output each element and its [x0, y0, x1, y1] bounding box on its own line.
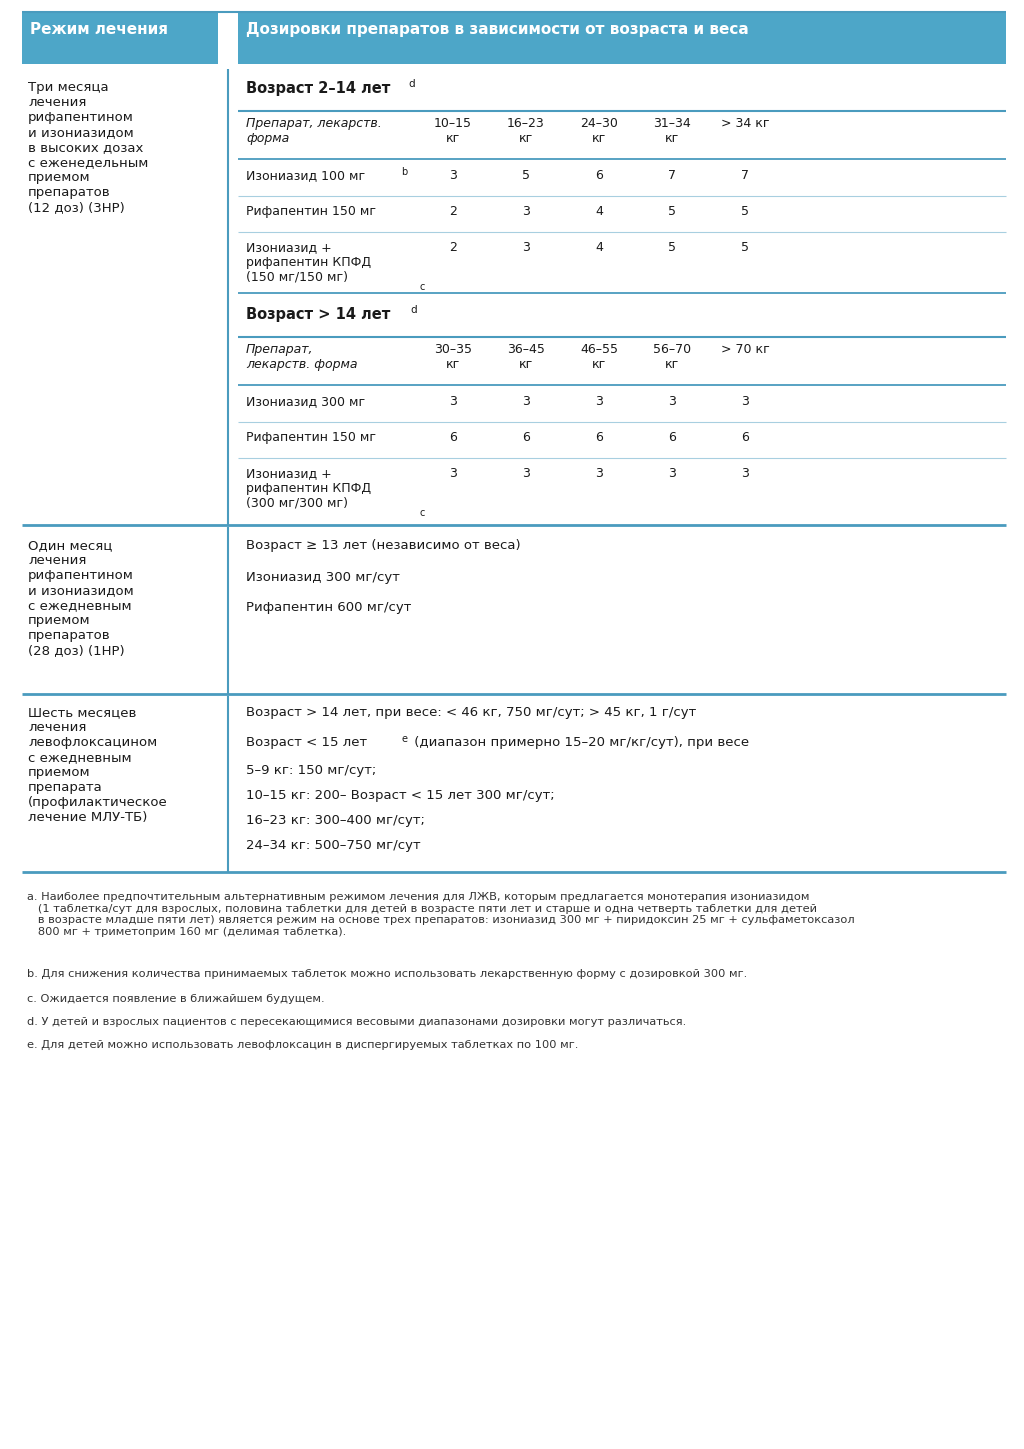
Text: e. Для детей можно использовать левофлоксацин в диспергируемых таблетках по 100 : e. Для детей можно использовать левофлок… [27, 1040, 579, 1051]
Text: 46–55
кг: 46–55 кг [580, 343, 618, 371]
Text: > 34 кг: > 34 кг [721, 117, 769, 130]
Text: 56–70
кг: 56–70 кг [653, 343, 691, 371]
Text: 16–23
кг: 16–23 кг [507, 117, 545, 145]
Text: 5: 5 [741, 241, 749, 254]
Text: 30–35
кг: 30–35 кг [434, 343, 472, 371]
Text: 4: 4 [595, 241, 603, 254]
Text: Изониазид +
рифапентин КПФД
(150 мг/150 мг): Изониазид + рифапентин КПФД (150 мг/150 … [246, 241, 371, 284]
Text: d. У детей и взрослых пациентов с пересекающимися весовыми диапазонами дозировки: d. У детей и взрослых пациентов с пересе… [27, 1017, 686, 1027]
Text: Препарат,
лекарств. форма: Препарат, лекарств. форма [246, 343, 357, 371]
Text: 3: 3 [450, 467, 457, 480]
Bar [22, 12, 218, 64]
Text: Препарат, лекарств.
форма: Препарат, лекарств. форма [246, 117, 382, 145]
Text: Возраст 2–14 лет: Возраст 2–14 лет [246, 81, 390, 96]
Text: Изониазид 100 мг: Изониазид 100 мг [246, 170, 366, 183]
Text: Рифапентин 150 мг: Рифапентин 150 мг [246, 204, 376, 217]
Text: Возраст ≥ 13 лет (независимо от веса): Возраст ≥ 13 лет (независимо от веса) [246, 539, 520, 552]
Text: 5–9 кг: 150 мг/сут;: 5–9 кг: 150 мг/сут; [246, 764, 376, 777]
Text: 6: 6 [450, 430, 457, 443]
Text: 3: 3 [741, 396, 749, 409]
Text: 4: 4 [595, 204, 603, 217]
Text: 10–15 кг: 200– Возраст < 15 лет 300 мг/сут;: 10–15 кг: 200– Возраст < 15 лет 300 мг/с… [246, 790, 555, 801]
Text: Изониазид 300 мг: Изониазид 300 мг [246, 396, 366, 409]
Text: 5: 5 [522, 170, 530, 183]
Text: 3: 3 [522, 467, 530, 480]
Text: 6: 6 [668, 430, 676, 443]
Text: 10–15
кг: 10–15 кг [434, 117, 472, 145]
Text: Рифапентин 600 мг/сут: Рифапентин 600 мг/сут [246, 601, 412, 614]
Text: 3: 3 [668, 467, 676, 480]
Text: 3: 3 [668, 396, 676, 409]
Text: Шесть месяцев
лечения
левофлоксацином
с ежедневным
приемом
препарата
(профилакти: Шесть месяцев лечения левофлоксацином с … [28, 706, 168, 824]
Text: 3: 3 [595, 396, 603, 409]
Text: 3: 3 [450, 170, 457, 183]
Text: e: e [402, 735, 408, 743]
Text: 3: 3 [741, 467, 749, 480]
Text: Три месяца
лечения
рифапентином
и изониазидом
в высоких дозах
с еженедельным
при: Три месяца лечения рифапентином и изониа… [28, 81, 148, 214]
Text: Рифапентин 150 мг: Рифапентин 150 мг [246, 430, 376, 443]
Text: 7: 7 [741, 170, 749, 183]
Text: > 70 кг: > 70 кг [721, 343, 769, 356]
Bar [238, 12, 1006, 64]
Text: 16–23 кг: 300–400 мг/сут;: 16–23 кг: 300–400 мг/сут; [246, 814, 425, 827]
Text: c. Ожидается появление в ближайшем будущем.: c. Ожидается появление в ближайшем будущ… [27, 994, 325, 1004]
Text: Возраст < 15 лет: Возраст < 15 лет [246, 736, 368, 749]
Text: Один месяц
лечения
рифапентином
и изониазидом
с ежедневным
приемом
препаратов
(2: Один месяц лечения рифапентином и изониа… [28, 539, 134, 656]
Text: 7: 7 [668, 170, 676, 183]
Text: d: d [408, 80, 415, 88]
Text: a. Наиболее предпочтительным альтернативным режимом лечения для ЛЖВ, которым пре: a. Наиболее предпочтительным альтернатив… [27, 893, 855, 938]
Text: Изониазид +
рифапентин КПФД
(300 мг/300 мг): Изониазид + рифапентин КПФД (300 мг/300 … [246, 467, 371, 510]
Text: 3: 3 [450, 396, 457, 409]
Text: b. Для снижения количества принимаемых таблеток можно использовать лекарственную: b. Для снижения количества принимаемых т… [27, 969, 748, 980]
Text: 3: 3 [522, 396, 530, 409]
Text: 3: 3 [522, 204, 530, 217]
Text: 2: 2 [450, 204, 457, 217]
Text: b: b [401, 167, 408, 177]
Text: 3: 3 [522, 241, 530, 254]
Text: 24–34 кг: 500–750 мг/сут: 24–34 кг: 500–750 мг/сут [246, 839, 421, 852]
Text: Возраст > 14 лет, при весе: < 46 кг, 750 мг/сут; > 45 кг, 1 г/сут: Возраст > 14 лет, при весе: < 46 кг, 750… [246, 706, 696, 719]
Text: 2: 2 [450, 241, 457, 254]
Text: 5: 5 [668, 241, 676, 254]
Text: 5: 5 [741, 204, 749, 217]
Text: (диапазон примерно 15–20 мг/кг/сут), при весе: (диапазон примерно 15–20 мг/кг/сут), при… [410, 736, 750, 749]
Text: 31–34
кг: 31–34 кг [653, 117, 691, 145]
Text: c: c [420, 509, 425, 517]
Text: 36–45
кг: 36–45 кг [507, 343, 545, 371]
Text: 3: 3 [595, 467, 603, 480]
Text: d: d [410, 304, 417, 314]
Text: Изониазид 300 мг/сут: Изониазид 300 мг/сут [246, 571, 400, 584]
Text: 6: 6 [741, 430, 749, 443]
Text: 5: 5 [668, 204, 676, 217]
Text: 24–30
кг: 24–30 кг [580, 117, 617, 145]
Text: Возраст > 14 лет: Возраст > 14 лет [246, 307, 390, 322]
Text: Режим лечения: Режим лечения [30, 22, 168, 38]
Text: 6: 6 [595, 170, 603, 183]
Text: 6: 6 [595, 430, 603, 443]
Text: c: c [420, 283, 425, 293]
Text: Дозировки препаратов в зависимости от возраста и веса: Дозировки препаратов в зависимости от во… [246, 22, 749, 38]
Text: 6: 6 [522, 430, 530, 443]
